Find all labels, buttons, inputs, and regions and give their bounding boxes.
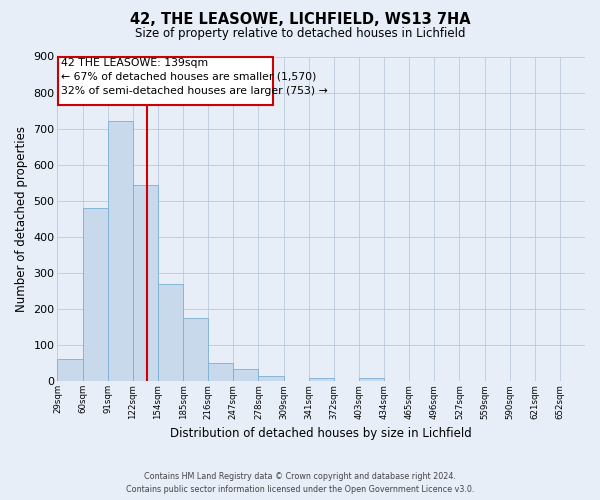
Bar — [158, 284, 183, 381]
Bar — [183, 318, 208, 381]
Text: Size of property relative to detached houses in Lichfield: Size of property relative to detached ho… — [135, 28, 465, 40]
Text: Contains HM Land Registry data © Crown copyright and database right 2024.
Contai: Contains HM Land Registry data © Crown c… — [126, 472, 474, 494]
FancyBboxPatch shape — [58, 56, 273, 105]
X-axis label: Distribution of detached houses by size in Lichfield: Distribution of detached houses by size … — [170, 427, 472, 440]
Bar — [83, 208, 108, 381]
Bar — [108, 122, 133, 381]
Text: 42, THE LEASOWE, LICHFIELD, WS13 7HA: 42, THE LEASOWE, LICHFIELD, WS13 7HA — [130, 12, 470, 28]
Bar — [308, 378, 334, 381]
Y-axis label: Number of detached properties: Number of detached properties — [15, 126, 28, 312]
Bar — [208, 363, 233, 381]
Bar — [58, 360, 83, 381]
Bar — [359, 378, 384, 381]
Bar — [133, 184, 158, 381]
Text: 42 THE LEASOWE: 139sqm
← 67% of detached houses are smaller (1,570)
32% of semi-: 42 THE LEASOWE: 139sqm ← 67% of detached… — [61, 58, 328, 96]
Bar — [259, 376, 284, 381]
Bar — [233, 369, 259, 381]
